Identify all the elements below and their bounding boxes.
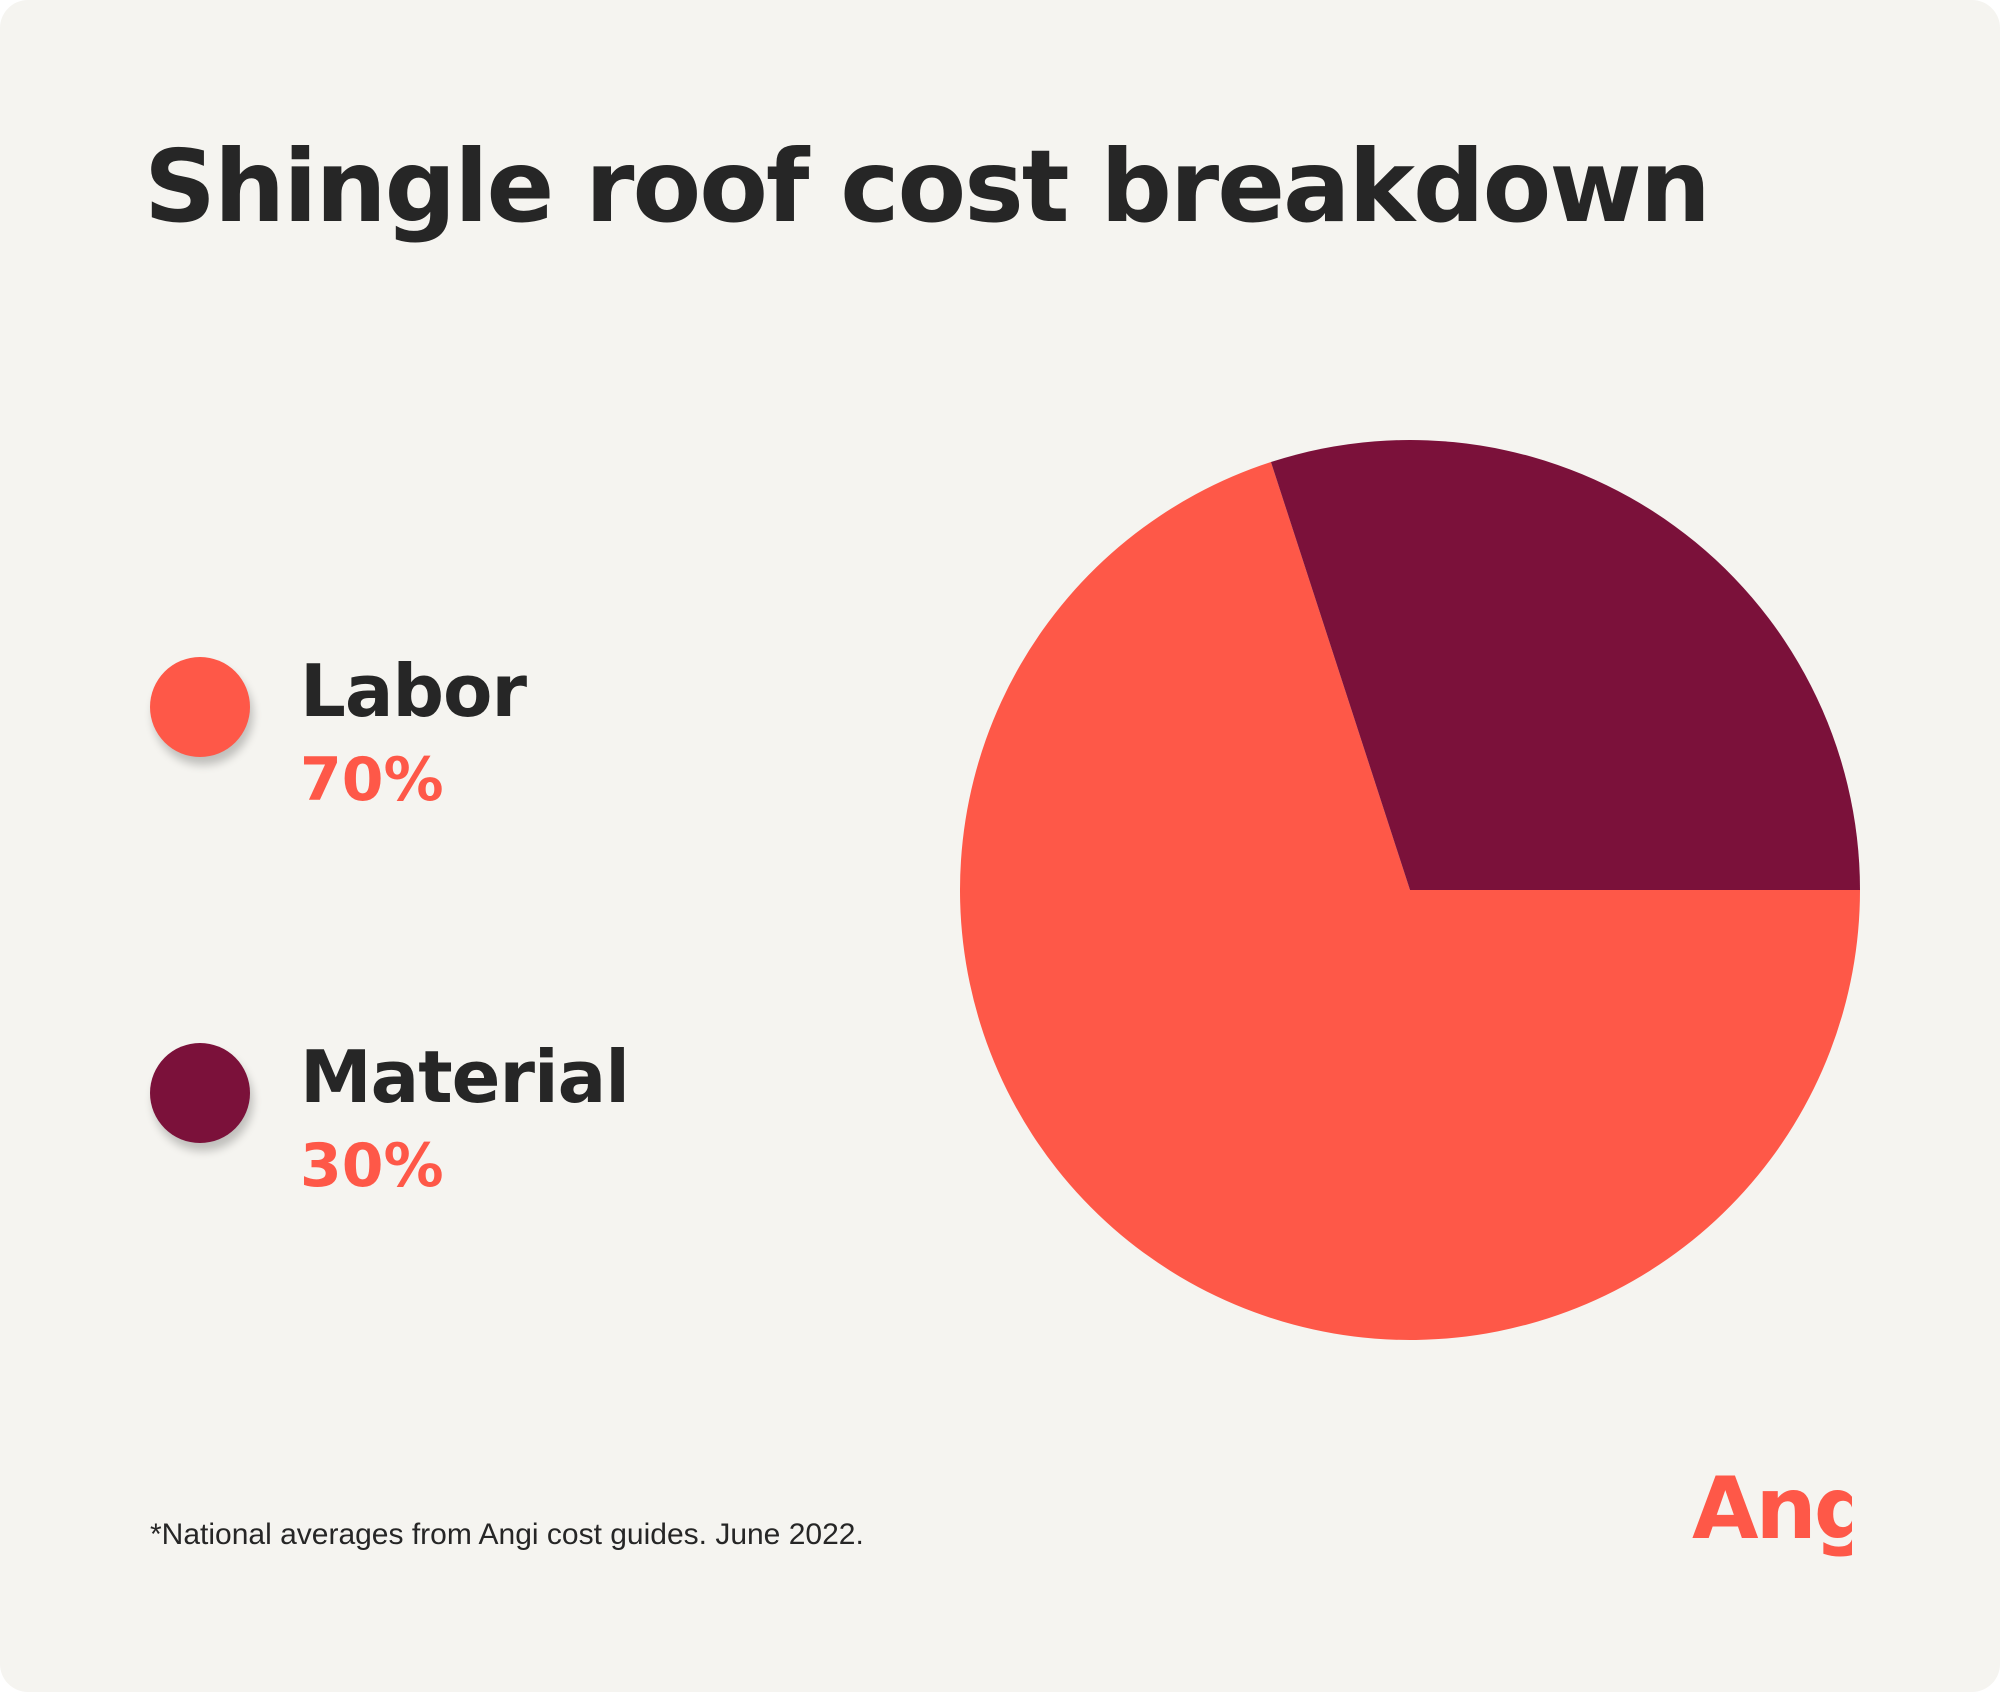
legend-item-labor: Labor 70% xyxy=(150,649,750,867)
legend-value-labor: 70% xyxy=(300,745,444,815)
chart-title: Shingle roof cost breakdown xyxy=(144,128,1711,245)
pie-chart xyxy=(960,440,1860,1340)
legend-label-labor: Labor xyxy=(300,649,527,733)
legend-label-material: Material xyxy=(300,1035,630,1119)
legend-value-material: 30% xyxy=(300,1131,444,1201)
pie-slices xyxy=(960,440,1860,1340)
footnote: *National averages from Angi cost guides… xyxy=(150,1518,864,1551)
pie-slice-material xyxy=(1270,440,1860,890)
pie-slice-labor xyxy=(960,462,1860,1340)
angi-logo-text: Angi xyxy=(1692,1459,1852,1559)
legend-swatch-labor xyxy=(150,657,250,757)
legend-swatch-material xyxy=(150,1043,250,1143)
legend-item-material: Material 30% xyxy=(150,1035,750,1253)
angi-logo: Angi xyxy=(1692,1459,1852,1559)
